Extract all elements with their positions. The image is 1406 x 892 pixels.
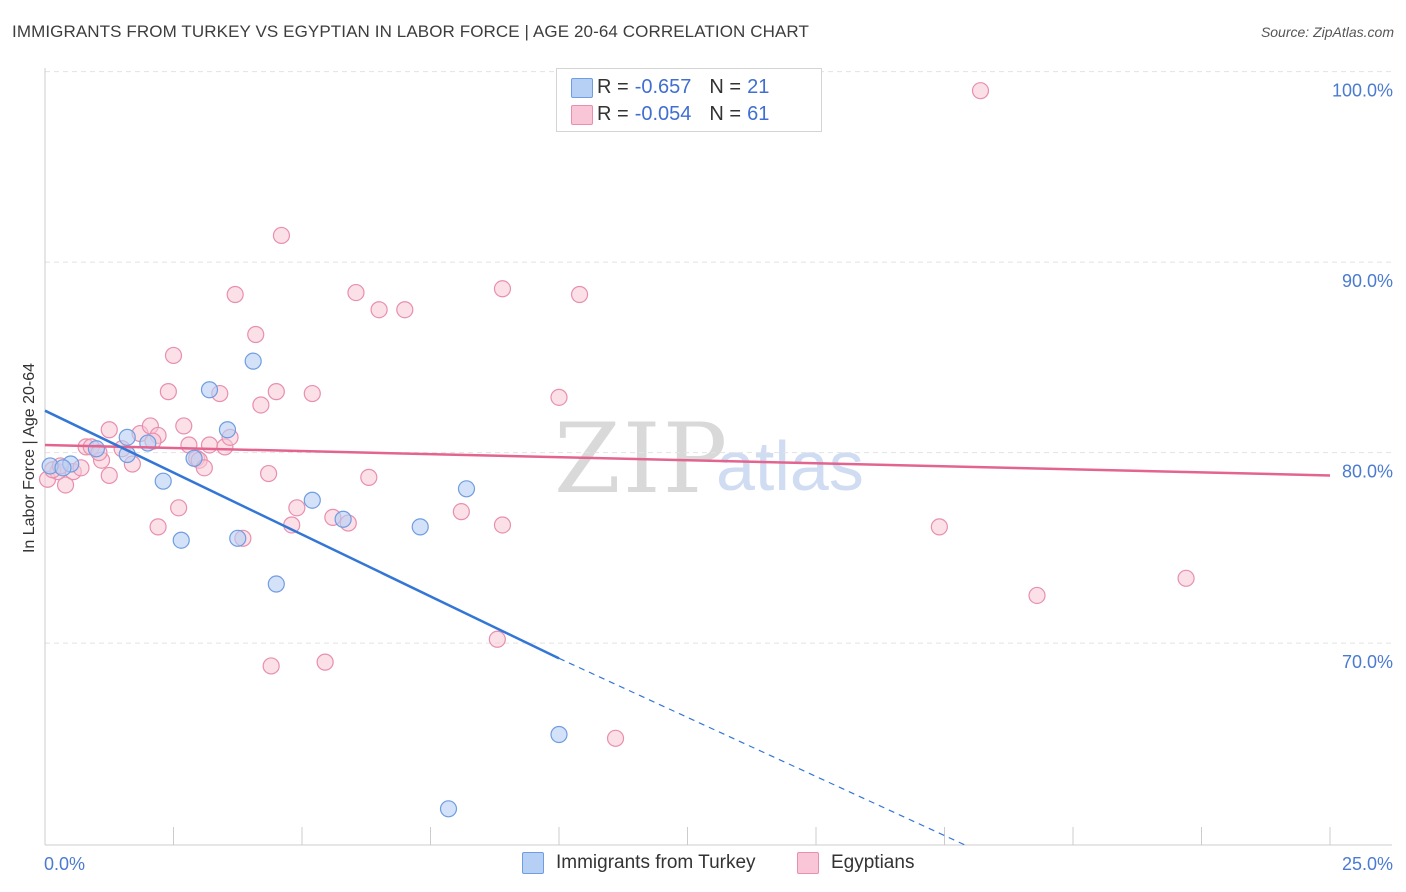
egyptians-point xyxy=(493,516,512,534)
y-tick-labels: 100.0% 90.0% 80.0% 70.0% xyxy=(1332,81,1393,672)
egyptians-point xyxy=(452,503,470,521)
legend-n-label: N = xyxy=(709,75,742,98)
turkey-point xyxy=(118,428,136,446)
egyptians-point xyxy=(200,436,219,454)
turkey-point xyxy=(87,440,106,458)
legend-item-egyptians[interactable]: Egyptians xyxy=(797,852,914,874)
y-tick-label: 70.0% xyxy=(1342,652,1393,672)
egyptians-point xyxy=(272,226,291,245)
egyptians-point xyxy=(252,396,270,414)
egyptians-trend-line xyxy=(44,443,1331,477)
legend-label-turkey: Immigrants from Turkey xyxy=(556,852,756,873)
y-tick-label: 100.0% xyxy=(1332,81,1393,101)
turkey-point xyxy=(303,491,321,509)
turkey-point xyxy=(229,529,247,547)
egyptians-point xyxy=(267,383,285,401)
legend-n-value: 61 xyxy=(747,102,770,125)
egyptians-point xyxy=(100,421,118,439)
egyptians-point xyxy=(316,653,334,671)
x-tick-label: 0.0% xyxy=(44,854,85,874)
turkey-point xyxy=(218,421,237,439)
egyptians-point xyxy=(100,466,118,485)
egyptians-point xyxy=(56,476,75,494)
x-tick-labels: 0.0% 25.0% xyxy=(44,854,1393,874)
turkey-point xyxy=(411,518,429,536)
egyptians-point xyxy=(360,468,378,486)
source-credit: Source: ZipAtlas.com xyxy=(1260,24,1394,40)
y-axis-label: In Labor Force | Age 20-64 xyxy=(21,363,38,553)
series-legend: Immigrants from Turkey Egyptians xyxy=(0,852,1406,878)
chart-title: IMMIGRANTS FROM TURKEY VS EGYPTIAN IN LA… xyxy=(12,22,809,41)
egyptians-point xyxy=(259,464,278,483)
y-tick-label: 80.0% xyxy=(1342,462,1393,482)
egyptians-point xyxy=(370,301,388,319)
egyptians-point xyxy=(930,518,948,536)
legend-r-value: -0.657 xyxy=(634,75,692,98)
turkey-point xyxy=(267,575,285,593)
turkey-point xyxy=(54,459,72,477)
egyptians-point xyxy=(493,280,512,298)
legend-r-label: R = xyxy=(597,102,629,125)
egyptians-point xyxy=(550,388,568,406)
egyptians-point xyxy=(175,417,193,435)
egyptians-point xyxy=(159,383,177,401)
egyptians-point xyxy=(971,82,990,100)
egyptians-point xyxy=(262,657,280,675)
turkey-point xyxy=(185,449,203,467)
legend-label-egyptians: Egyptians xyxy=(831,852,915,873)
egyptians-point xyxy=(488,630,506,648)
legend-r-label: R = xyxy=(597,75,629,98)
egyptians-point xyxy=(1028,586,1046,605)
turkey-point xyxy=(172,531,190,549)
series-immigrants-from-turkey xyxy=(41,352,568,818)
axes xyxy=(44,68,1392,846)
legend-row-egyptians: R = -0.054 N = 61 xyxy=(571,102,770,126)
turkey-trend-extension xyxy=(558,657,966,846)
legend-swatch-egyptians xyxy=(797,852,819,874)
trend-lines xyxy=(44,409,1331,846)
legend-item-turkey[interactable]: Immigrants from Turkey xyxy=(522,852,756,874)
egyptians-point xyxy=(1177,569,1195,587)
egyptians-point xyxy=(247,325,265,344)
egyptians-point xyxy=(170,499,188,517)
turkey-point xyxy=(457,480,476,498)
egyptians-point xyxy=(288,499,306,517)
x-tick-label: 25.0% xyxy=(1342,854,1393,874)
legend-swatch-egyptians xyxy=(571,105,593,125)
egyptians-point xyxy=(149,518,167,536)
egyptians-point xyxy=(396,301,414,319)
turkey-trend-line xyxy=(44,409,560,660)
legend-n-label: N = xyxy=(709,102,742,125)
egyptians-point xyxy=(606,729,625,747)
legend-swatch-turkey xyxy=(522,852,544,874)
legend-swatch-turkey xyxy=(571,78,593,98)
legend-n-value: 21 xyxy=(747,75,770,98)
egyptians-point xyxy=(226,285,244,304)
turkey-point xyxy=(439,800,458,818)
legend-r-value: -0.054 xyxy=(634,102,692,125)
egyptians-point xyxy=(347,283,365,302)
correlation-legend: R = -0.657 N = 21 R = -0.054 N = 61 xyxy=(556,68,822,132)
egyptians-point xyxy=(570,285,589,304)
turkey-point xyxy=(244,352,262,370)
turkey-point xyxy=(200,381,219,399)
y-tick-label: 90.0% xyxy=(1342,271,1393,291)
turkey-point xyxy=(154,472,172,490)
turkey-point xyxy=(334,510,352,528)
turkey-point xyxy=(550,725,568,744)
watermark-atlas: atlas xyxy=(716,427,864,505)
egyptians-point xyxy=(164,346,183,365)
legend-row-turkey: R = -0.657 N = 21 xyxy=(571,75,770,99)
watermark: ZIP atlas xyxy=(554,403,864,515)
egyptians-point xyxy=(303,384,321,403)
